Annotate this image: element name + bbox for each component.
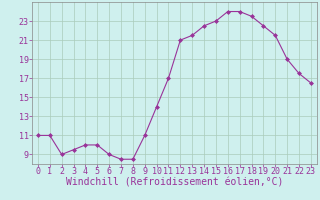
X-axis label: Windchill (Refroidissement éolien,°C): Windchill (Refroidissement éolien,°C) (66, 178, 283, 188)
